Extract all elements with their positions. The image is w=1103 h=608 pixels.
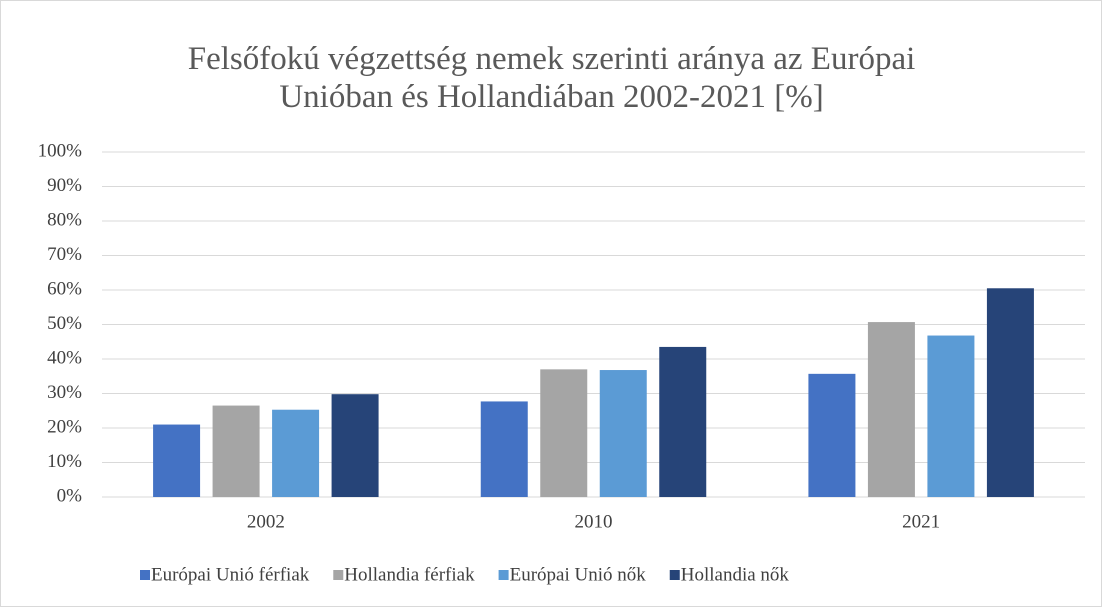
y-tick-label: 0% <box>57 485 83 506</box>
legend-swatch <box>333 570 344 580</box>
bar <box>212 405 260 497</box>
bar <box>540 369 588 497</box>
chart-title: Felsőfokú végzettség nemek szerinti arán… <box>187 41 916 115</box>
y-tick-label: 30% <box>47 382 82 403</box>
legend-label: Hollandia nők <box>681 564 790 585</box>
y-tick-label: 60% <box>47 278 82 299</box>
bar <box>659 346 707 497</box>
legend-label: Hollandia férfiak <box>344 564 475 585</box>
y-tick-label: 70% <box>47 244 82 265</box>
y-tick-label: 20% <box>47 416 82 437</box>
y-tick-label: 100% <box>38 140 83 161</box>
bar <box>331 394 379 497</box>
bar <box>480 401 528 497</box>
y-tick-label: 80% <box>47 209 82 230</box>
bar <box>927 335 975 497</box>
bar <box>599 370 647 497</box>
y-tick-label: 10% <box>47 451 82 472</box>
x-tick-label: 2021 <box>902 511 940 532</box>
bar <box>867 322 915 497</box>
legend-swatch <box>140 570 150 580</box>
legend-label: Európai Unió nők <box>510 564 647 585</box>
bar <box>153 424 201 497</box>
legend-swatch <box>498 570 509 580</box>
y-tick-label: 40% <box>47 347 82 368</box>
x-tick-label: 2010 <box>575 511 613 532</box>
bar <box>986 288 1034 497</box>
x-tick-label: 2002 <box>247 511 285 532</box>
bar <box>272 409 320 497</box>
bar <box>808 373 856 497</box>
y-tick-label: 50% <box>47 313 82 334</box>
legend-swatch <box>669 570 680 580</box>
legend-label: Európai Unió férfiak <box>151 564 310 585</box>
y-tick-label: 90% <box>47 175 82 196</box>
